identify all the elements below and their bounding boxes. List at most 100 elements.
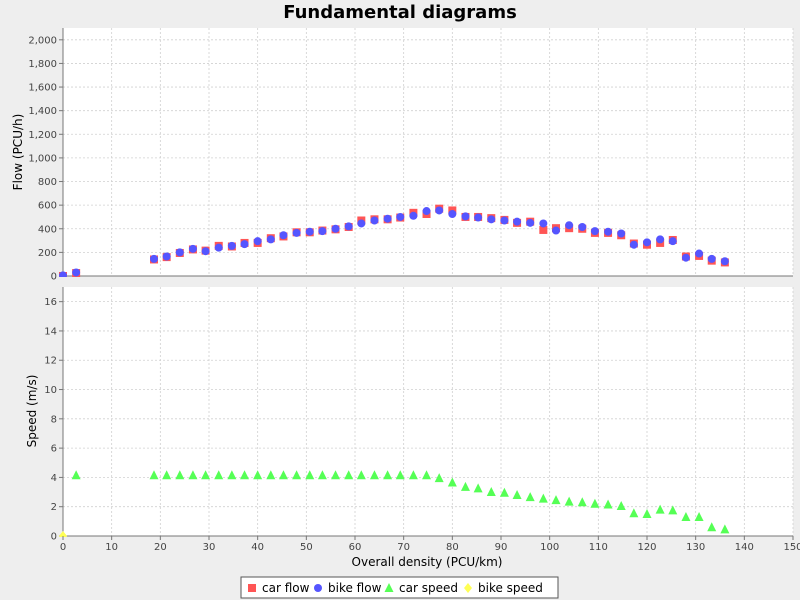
- car-speed-point: [577, 497, 587, 507]
- speed-plot: 0 2 4 6 8 10 12 14 16: [44, 287, 794, 543]
- legend-car-speed-marker: [384, 583, 394, 592]
- x-tick-label: 60: [349, 542, 362, 553]
- car-speed-point: [460, 481, 470, 491]
- x-tick-label: 110: [589, 542, 608, 553]
- car-speed-point: [525, 492, 535, 502]
- car-speed-point: [266, 470, 276, 480]
- bike-flow-point: [318, 227, 327, 236]
- speed-y-tick-label: 14: [44, 326, 57, 337]
- bike-flow-point: [396, 212, 405, 221]
- x-tick-label: 140: [735, 542, 754, 553]
- x-tick-label: 100: [540, 542, 559, 553]
- legend-box: [240, 576, 559, 599]
- bike-flow-point: [681, 253, 690, 262]
- car-speed-point: [162, 470, 172, 480]
- flow-y-tick-label: 1,800: [28, 59, 57, 70]
- bike-flow-point: [59, 271, 67, 277]
- bike-flow-point: [487, 215, 496, 224]
- legend-car-flow-marker: [248, 584, 256, 592]
- car-speed-point: [240, 470, 250, 480]
- car-speed-point: [616, 500, 626, 510]
- flow-y-tick-label: 2,000: [28, 35, 57, 46]
- bike-flow-point: [357, 219, 366, 228]
- x-axis-label: Overall density (PCU/km): [352, 555, 503, 569]
- bike-flow-point: [227, 241, 236, 250]
- bike-flow-point: [448, 210, 457, 218]
- bike-flow-point: [565, 221, 574, 230]
- bike-flow-point: [656, 235, 665, 244]
- x-tick-label: 150: [783, 542, 800, 553]
- car-speed-point: [668, 505, 678, 515]
- car-speed-point: [317, 470, 327, 480]
- car-speed-point: [499, 487, 509, 497]
- car-speed-point: [278, 470, 288, 480]
- flow-y-tick-label: 1,200: [28, 130, 57, 141]
- bike-flow-point: [253, 237, 262, 246]
- bike-flow-point: [668, 237, 677, 246]
- bike-flow-point: [279, 231, 288, 240]
- bike-flow-point: [707, 254, 716, 263]
- legend-bike-flow-marker: [314, 584, 322, 592]
- bike-flow-point: [370, 216, 379, 225]
- car-speed-point: [720, 524, 730, 534]
- bike-flow-point: [344, 222, 353, 231]
- flow-y-tick-label: 1,600: [28, 83, 57, 94]
- x-tick-label: 10: [105, 542, 118, 553]
- car-speed-point: [214, 470, 224, 480]
- legend-car-flow-label: car flow: [262, 581, 310, 595]
- bike-flow-point: [72, 268, 81, 277]
- bike-flow-point: [162, 252, 171, 261]
- x-tick-label: 0: [60, 542, 66, 553]
- legend: car flow bike flow car speed bike speed: [240, 576, 559, 599]
- bike-flow-point: [150, 254, 159, 263]
- speed-y-tick-label: 0: [51, 532, 57, 543]
- car-speed-point: [486, 487, 496, 497]
- flow-y-tick-label: 1,000: [28, 153, 57, 164]
- car-speed-point: [512, 489, 522, 499]
- car-speed-point: [473, 483, 483, 493]
- car-speed-point: [253, 470, 263, 480]
- bike-flow-point: [604, 227, 613, 236]
- car-speed-point: [681, 511, 691, 521]
- car-speed-point: [629, 508, 639, 518]
- car-speed-point: [707, 522, 717, 532]
- flow-y-tick-label: 200: [38, 248, 57, 259]
- flow-y-tick-label: 1,400: [28, 106, 57, 117]
- car-speed-point: [383, 470, 393, 480]
- car-speed-point: [188, 470, 198, 480]
- x-tick-label: 80: [446, 542, 459, 553]
- flow-axis-label: Flow (PCU/h): [11, 114, 25, 191]
- bike-flow-point: [551, 226, 560, 235]
- speed-plot-background: [63, 287, 793, 536]
- bike-speed-point: [59, 531, 67, 537]
- bike-flow-point: [435, 206, 444, 215]
- car-speed-point: [564, 496, 574, 506]
- car-speed-point: [149, 470, 159, 480]
- car-speed-point: [603, 499, 613, 509]
- car-speed-point: [292, 470, 302, 480]
- flow-y-tick-label: 400: [38, 224, 57, 235]
- car-speed-point: [305, 470, 315, 480]
- bike-flow-point: [720, 257, 729, 266]
- speed-y-tick-label: 8: [51, 414, 57, 425]
- car-speed-point: [369, 470, 379, 480]
- bike-flow-point: [305, 227, 314, 236]
- bike-flow-point: [266, 235, 275, 244]
- x-tick-label: 30: [203, 542, 216, 553]
- car-speed-point: [422, 470, 432, 480]
- speed-y-tick-label: 4: [51, 473, 57, 484]
- car-speed-point: [227, 470, 237, 480]
- bike-flow-point: [461, 212, 470, 221]
- car-speed-point: [356, 470, 366, 480]
- bike-flow-point: [539, 219, 548, 228]
- car-speed-point: [694, 511, 704, 521]
- bike-flow-point: [629, 240, 638, 249]
- bike-flow-point: [175, 248, 184, 257]
- car-speed-point: [590, 498, 600, 508]
- bike-flow-point: [214, 243, 223, 252]
- bike-flow-point: [617, 229, 626, 238]
- speed-y-tick-label: 6: [51, 444, 57, 455]
- x-tick-label: 120: [637, 542, 656, 553]
- car-flow-point: [539, 225, 548, 234]
